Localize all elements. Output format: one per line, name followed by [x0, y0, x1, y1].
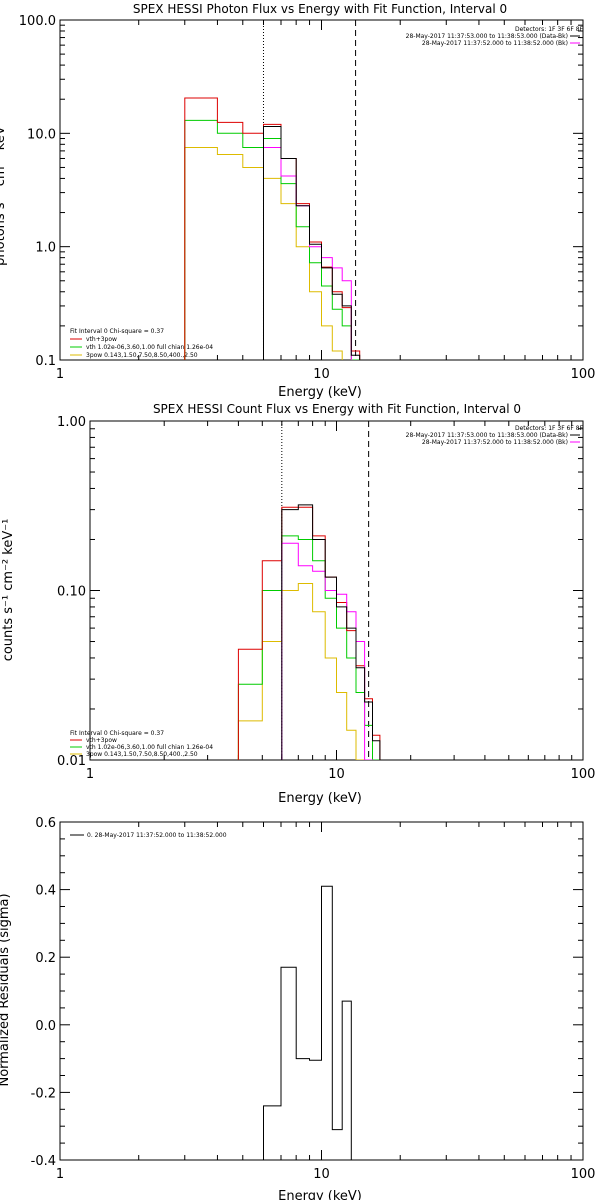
photon-flux-x-tick-label: 1 [56, 367, 64, 382]
photon-flux-y-tick-label: 1.0 [35, 241, 56, 256]
residuals-y-tick-label: -0.2 [31, 1086, 56, 1101]
residuals-series-0-28-may-2017-11-37-52-000-to-11-38-52-000 [263, 885, 352, 1160]
residuals-y-tick-label: 0.0 [35, 1019, 56, 1034]
residuals-x-tick-label: 1 [56, 1167, 64, 1182]
photon-flux-xlabel: Energy (keV) [278, 385, 362, 400]
count-flux-series-data-bk [281, 504, 381, 760]
count-flux-title: SPEX HESSI Count Flux vs Energy with Fit… [153, 402, 521, 416]
count-flux-y-tick-label: 0.10 [57, 585, 86, 600]
count-flux-x-tick-label: 10 [328, 767, 345, 782]
residuals-ylabel: Normalized Residuals (sigma) [0, 893, 12, 1086]
photon-flux-header-legend-1: 28-May-2017 11:37:53.000 to 11:38:53.000… [406, 33, 568, 40]
residuals-xlabel: Energy (keV) [278, 1189, 362, 1200]
photon-flux-y-tick-label: 100.0 [19, 14, 56, 29]
count-flux-y-tick-label: 0.01 [57, 754, 86, 769]
residuals-y-tick-label: 0.2 [35, 951, 56, 966]
photon-flux-y-tick-label: 10.0 [27, 127, 56, 142]
count-flux-series-3pow [237, 583, 366, 760]
count-flux-series-vth [237, 535, 381, 760]
count-flux-header-legend-2: 28-May-2017 11:37:52.000 to 11:38:52.000… [422, 439, 568, 446]
count-flux-panel: SPEX HESSI Count Flux vs Energy with Fit… [1, 402, 595, 806]
photon-flux-x-tick-label: 100 [571, 367, 596, 382]
residuals-x-tick-label: 100 [571, 1167, 596, 1182]
photon-flux-ylabel: photons s⁻¹ cm⁻² keV⁻¹ [0, 114, 8, 266]
count-flux-y-tick-label: 1.00 [57, 415, 86, 430]
photon-flux-title: SPEX HESSI Photon Flux vs Energy with Fi… [133, 2, 507, 16]
count-flux-fit-legend-1: vth+3pow [86, 737, 117, 744]
photon-flux-series-data-bk [263, 126, 361, 360]
residuals-y-tick-label: -0.4 [31, 1154, 56, 1169]
residuals-panel: Energy (keV) Normalized Residuals (sigma… [0, 816, 595, 1200]
count-flux-detectors: Detectors: 1F 3F 6F 8F [515, 425, 584, 432]
residuals-y-tick-label: 0.4 [35, 884, 56, 899]
photon-flux-x-tick-label: 10 [313, 367, 330, 382]
count-flux-header-legend-1: 28-May-2017 11:37:53.000 to 11:38:53.000… [406, 432, 568, 439]
residuals-legend: 0. 28-May-2017 11:37:52.000 to 11:38:52.… [87, 832, 227, 839]
photon-flux-series-3pow [184, 147, 343, 360]
count-flux-fit-title: Fit Interval 0 Chi-square = 0.37 [70, 730, 164, 737]
photon-flux-header-legend-2: 28-May-2017 11:37:52.000 to 11:38:52.000… [422, 40, 568, 47]
residuals-x-tick-label: 10 [313, 1167, 330, 1182]
count-flux-xlabel: Energy (keV) [278, 791, 362, 806]
count-flux-fit-legend-2: vth 1.02e-06,3.60,1.00 full chian 1.26e-… [86, 744, 213, 751]
photon-flux-fit-legend-2: vth 1.02e-06,3.60,1.00 full chian 1.26e-… [86, 344, 213, 351]
count-flux-x-tick-label: 1 [86, 767, 94, 782]
photon-flux-panel: SPEX HESSI Photon Flux vs Energy with Fi… [0, 2, 595, 400]
photon-flux-fit-legend-1: vth+3pow [86, 336, 117, 343]
count-flux-fit-legend-3: 3pow 0.143,1.50,7.50,8.50,400.,2.50 [86, 751, 198, 758]
photon-flux-detectors: Detectors: 1F 3F 6F 8F [515, 26, 584, 33]
photon-flux-y-tick-label: 0.1 [35, 354, 56, 369]
photon-flux-fit-title: Fit Interval 0 Chi-square = 0.37 [70, 328, 164, 335]
count-flux-x-tick-label: 100 [571, 767, 596, 782]
residuals-y-tick-label: 0.6 [35, 816, 56, 831]
count-flux-ylabel: counts s⁻¹ cm⁻² keV⁻¹ [1, 519, 16, 662]
photon-flux-fit-legend-3: 3pow 0.143,1.50,7.50,8.50,400.,2.50 [86, 352, 198, 359]
